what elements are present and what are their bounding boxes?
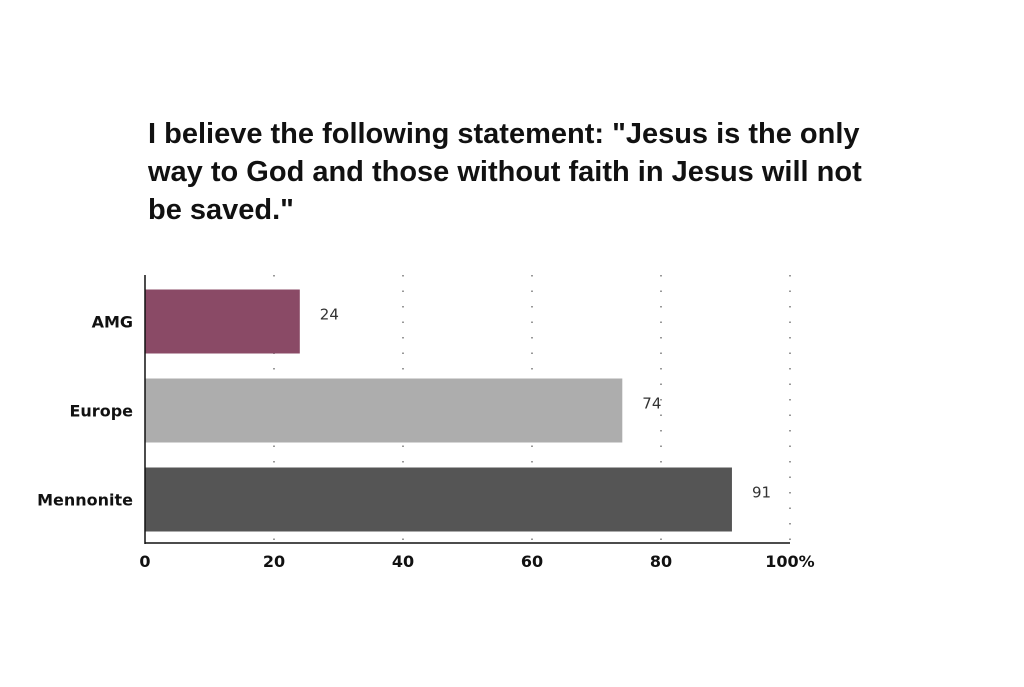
bars <box>145 289 732 532</box>
value-label-europe: 74 <box>642 395 661 413</box>
category-label-europe: Europe <box>69 402 133 421</box>
x-tick-label-0: 0 <box>139 552 150 571</box>
x-tick-label-20: 20 <box>263 552 285 571</box>
x-tick-label-80: 80 <box>650 552 672 571</box>
x-tick-label-40: 40 <box>392 552 414 571</box>
chart-title: I believe the following statement: "Jesu… <box>148 118 862 226</box>
bar-mennonite <box>145 467 732 532</box>
axes <box>144 275 790 544</box>
labels: AMG 24 Europe 74 Mennonite 91 0 20 40 60 80 100% <box>37 306 815 572</box>
x-tick-label-60: 60 <box>521 552 543 571</box>
value-label-amg: 24 <box>320 306 339 324</box>
bar-europe <box>145 378 623 443</box>
category-label-mennonite: Mennonite <box>37 491 133 510</box>
bar-amg <box>145 289 300 354</box>
x-tick-label-100: 100% <box>765 552 814 571</box>
value-label-mennonite: 91 <box>752 484 771 502</box>
category-label-amg: AMG <box>92 313 133 332</box>
